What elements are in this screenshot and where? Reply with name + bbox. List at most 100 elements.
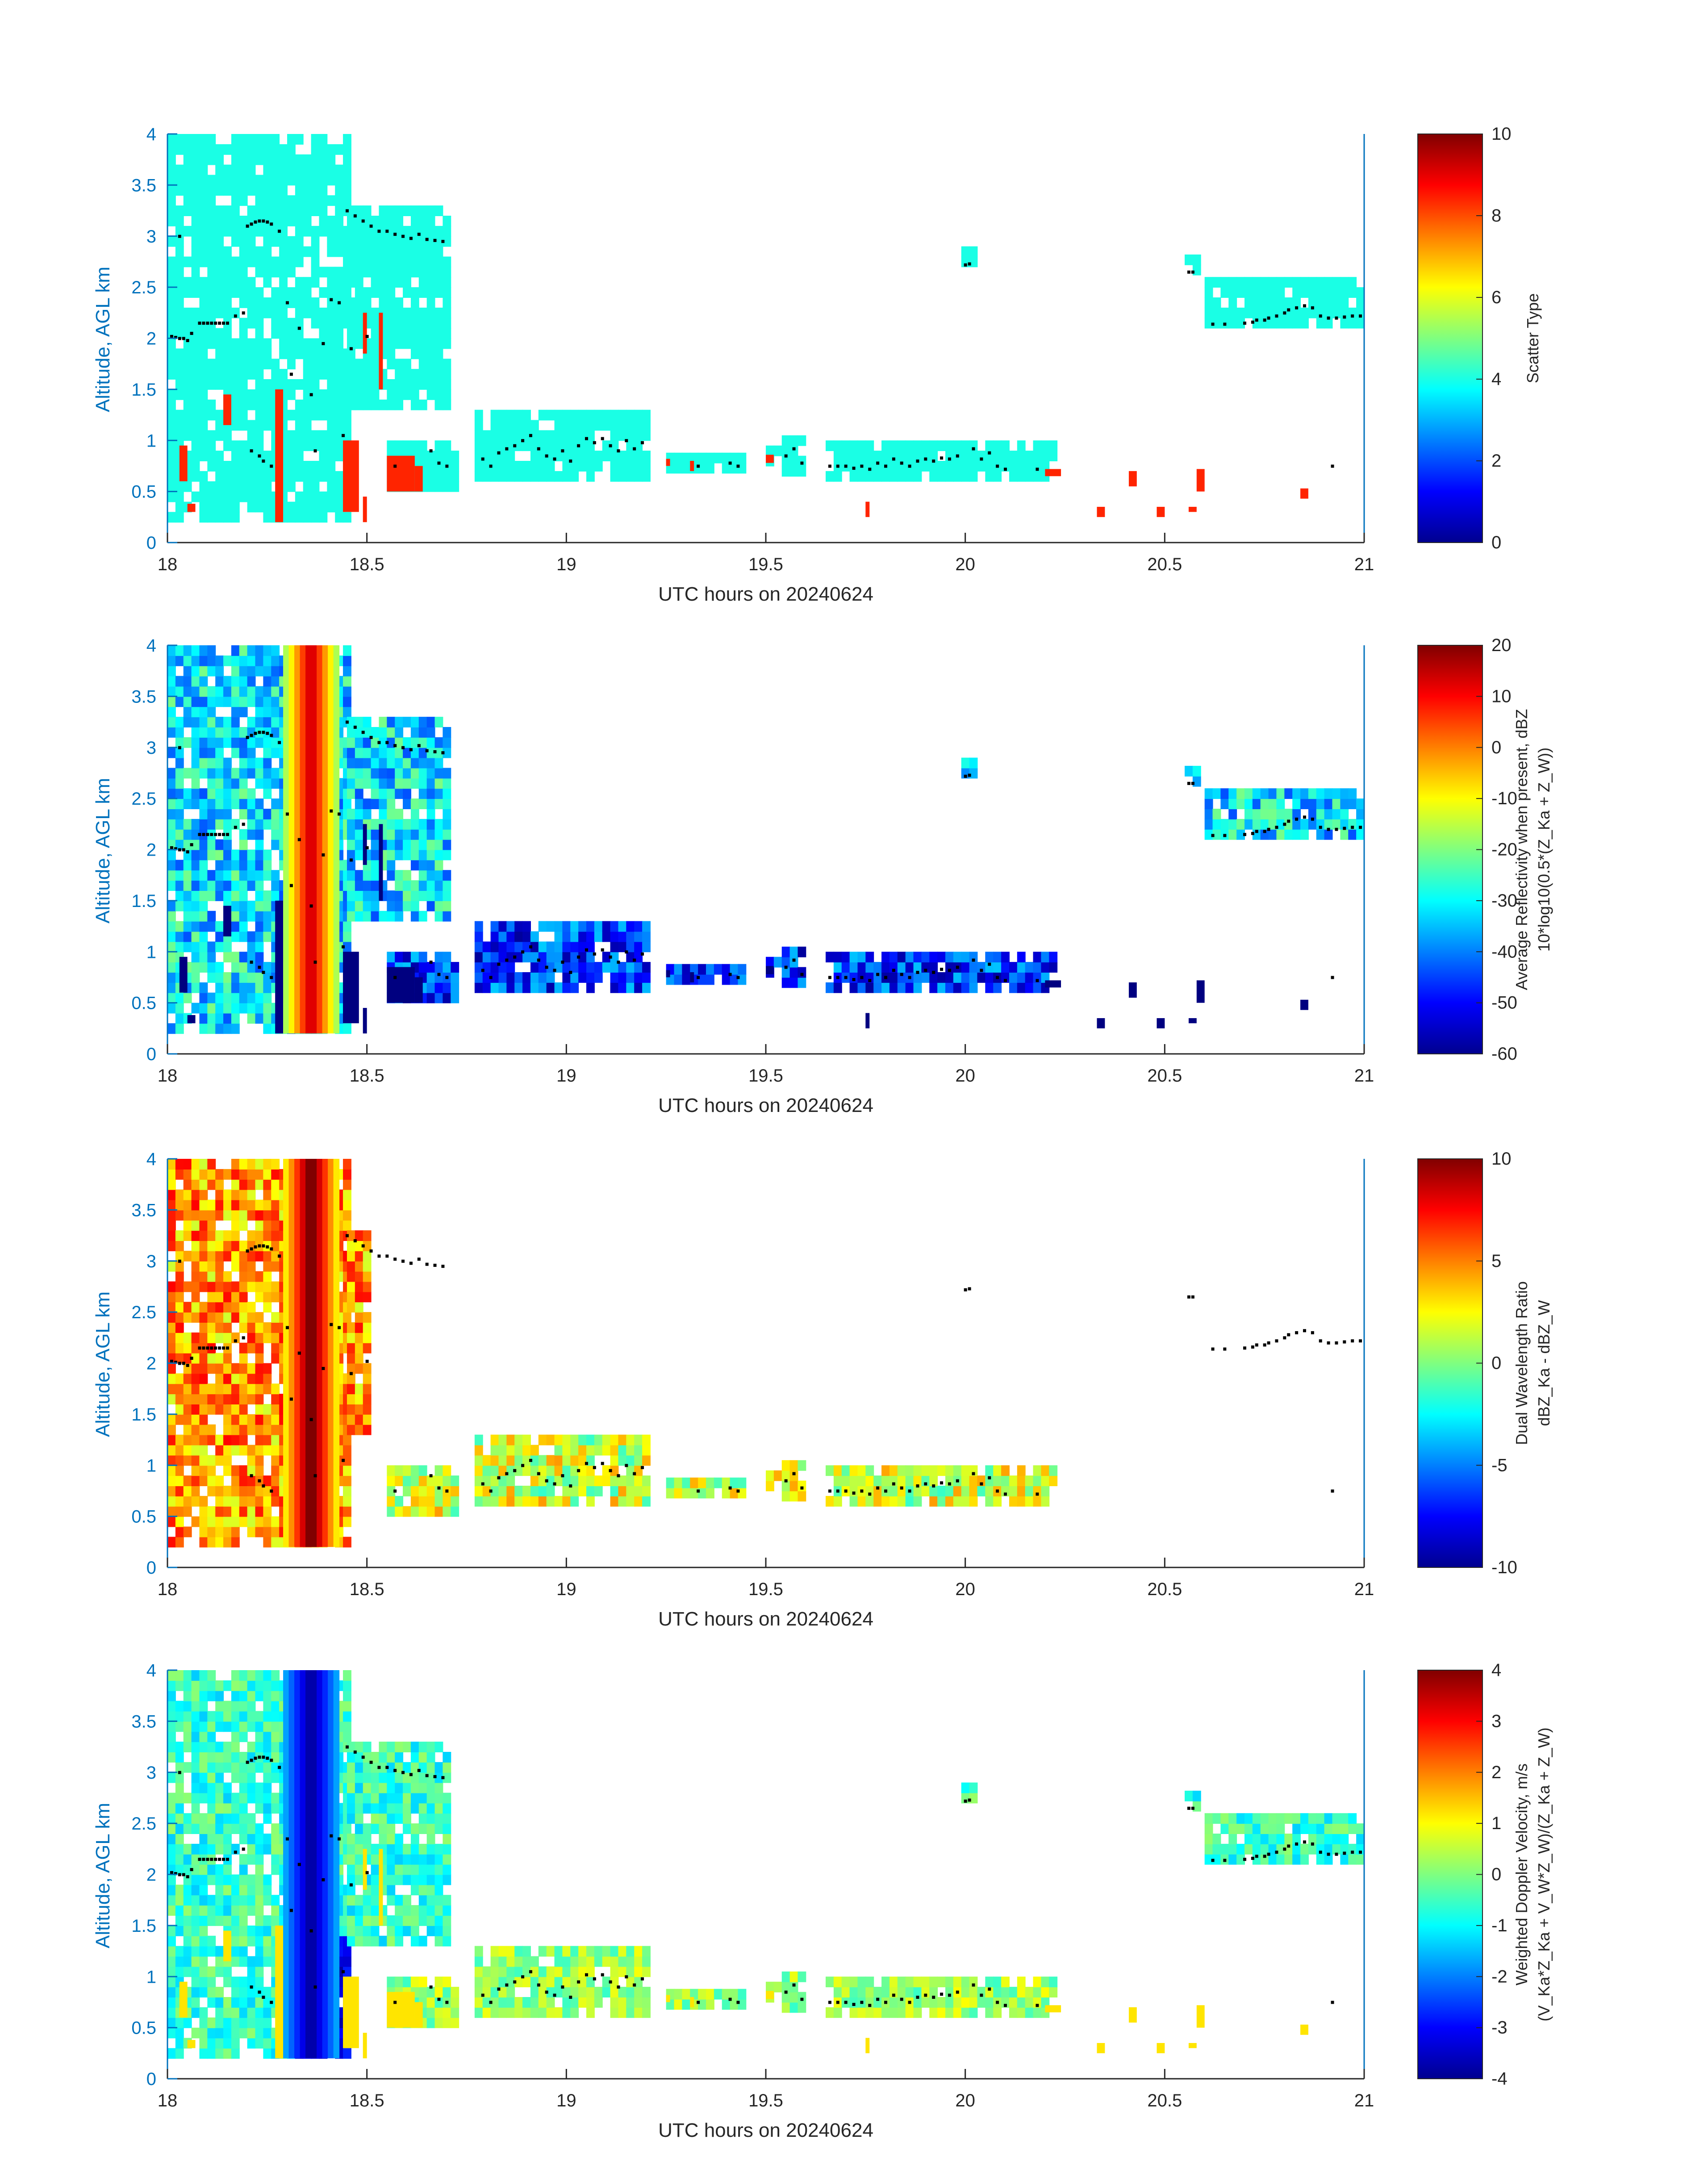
data-cell <box>255 430 264 441</box>
data-cell <box>1017 1486 1026 1496</box>
data-cell <box>167 778 176 789</box>
data-cell <box>271 216 280 226</box>
data-cell <box>985 1496 994 1507</box>
data-cell <box>207 717 216 727</box>
data-cell <box>849 982 858 993</box>
data-cell <box>207 1690 216 1701</box>
cloud-base-point <box>932 971 935 974</box>
data-cell <box>1025 471 1034 482</box>
data-cell <box>199 134 208 145</box>
data-cell <box>443 359 451 370</box>
data-cell <box>1228 307 1237 318</box>
data-cell <box>247 175 256 186</box>
data-cell <box>295 205 304 216</box>
data-cell <box>263 236 272 247</box>
data-cell <box>395 440 404 451</box>
plot-area <box>167 1670 1365 2080</box>
data-cell <box>263 1772 272 1783</box>
data-cell <box>395 870 404 881</box>
data-cell <box>271 144 280 155</box>
data-cell <box>223 1742 232 1752</box>
data-cell <box>207 226 216 237</box>
data-cell <box>271 839 280 850</box>
data-cell <box>191 1895 200 1906</box>
data-cell <box>223 809 232 819</box>
data-cell <box>183 1762 192 1773</box>
data-cell <box>215 1701 224 1712</box>
data-cell <box>175 1281 184 1292</box>
data-cell <box>363 757 372 769</box>
data-cell <box>215 676 224 687</box>
data-cell <box>554 962 563 973</box>
data-cell <box>247 164 256 175</box>
data-cell <box>426 962 435 973</box>
data-cell <box>1292 287 1301 298</box>
cloud-base-point <box>940 1481 944 1485</box>
data-cell <box>355 1250 363 1262</box>
data-cell <box>207 2048 216 2059</box>
data-cell <box>183 1312 192 1323</box>
data-cell <box>319 185 328 196</box>
data-cell <box>167 1843 176 1855</box>
data-cell <box>937 440 946 451</box>
data-cell <box>255 1834 264 1844</box>
data-cell <box>223 205 232 216</box>
data-cell <box>247 461 256 472</box>
data-cell <box>295 307 304 318</box>
data-cell <box>395 205 404 216</box>
data-cell <box>319 328 328 339</box>
data-cell <box>167 880 176 891</box>
data-cell <box>223 1445 232 1456</box>
data-cell <box>271 1414 280 1425</box>
data-cell <box>207 1271 216 1282</box>
data-cell <box>642 430 651 441</box>
cloud-base-point <box>980 1482 983 1486</box>
cloud-base-point <box>633 1472 636 1475</box>
data-cell <box>263 1915 272 1926</box>
data-cell <box>207 1843 216 1855</box>
data-cell <box>279 369 288 380</box>
data-cell <box>263 501 272 513</box>
data-cell <box>183 1496 192 1507</box>
cloud-base-point <box>932 460 935 463</box>
data-cell <box>199 1680 208 1691</box>
cloud-base-point <box>1251 320 1254 324</box>
data-cell <box>371 328 380 339</box>
data-cell <box>247 849 256 861</box>
data-cell <box>191 849 200 861</box>
data-cell <box>1308 287 1317 298</box>
data-cell <box>426 737 435 748</box>
data-cell <box>355 1424 363 1435</box>
data-cell <box>175 256 184 267</box>
data-cell <box>183 1486 192 1496</box>
data-cell <box>913 1475 922 1486</box>
data-cell <box>239 1281 248 1292</box>
data-cell <box>279 185 288 196</box>
data-cell <box>191 1701 200 1712</box>
data-cell <box>857 1475 866 1486</box>
data-cell <box>798 946 806 957</box>
data-cell <box>626 420 635 431</box>
data-cell <box>183 205 192 216</box>
data-cell <box>255 931 264 942</box>
data-cell <box>239 1220 248 1231</box>
data-cell <box>586 451 595 461</box>
data-cell <box>426 757 435 769</box>
data-cell <box>223 992 232 1003</box>
data-cell <box>255 890 264 901</box>
data-cell <box>207 880 216 891</box>
cloud-base-point <box>988 451 991 455</box>
data-cell <box>798 455 806 467</box>
cloud-base-point <box>214 833 217 836</box>
data-cell <box>183 992 192 1003</box>
data-cell <box>191 246 200 257</box>
data-cell <box>538 1455 547 1466</box>
data-cell <box>347 1342 355 1354</box>
data-cell <box>905 1465 914 1476</box>
data-cell <box>239 1813 248 1824</box>
data-cell <box>183 1373 192 1384</box>
data-cell <box>1212 819 1221 830</box>
data-cell <box>371 911 380 922</box>
data-cell <box>247 359 256 370</box>
data-cell <box>191 1455 200 1466</box>
